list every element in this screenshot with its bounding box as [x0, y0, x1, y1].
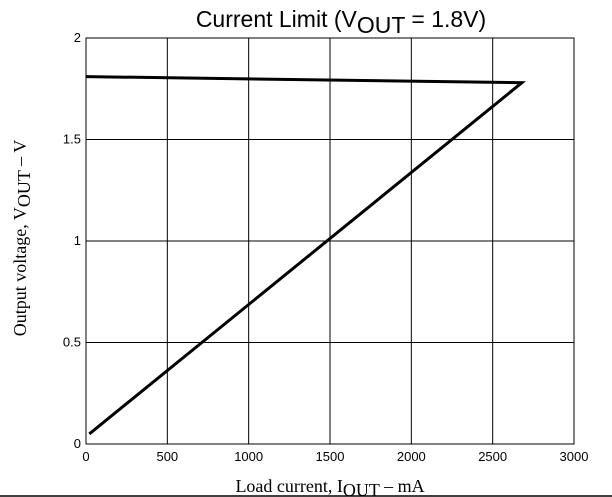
- x-tick-label: 0: [82, 449, 89, 464]
- x-tick-label: 500: [156, 449, 178, 464]
- x-axis-label: Load current, IOUT – mA: [235, 476, 424, 497]
- x-tick-labels: 0 500 1000 1500 2000 2500 3000: [82, 449, 588, 464]
- plot-frame: [85, 37, 575, 445]
- y-tick-label: 0: [74, 436, 81, 451]
- series-line: [85, 75, 527, 436]
- y-tick-label: 1: [74, 233, 81, 248]
- y-tick-label: 2: [74, 30, 81, 45]
- x-tick-label: 1500: [316, 449, 345, 464]
- y-axis-label: Output voltage, VOUT – V: [10, 140, 34, 337]
- x-tick-label: 1000: [234, 449, 263, 464]
- y-tick-label: 0.5: [63, 335, 81, 350]
- y-tick-labels: 0 0.5 1 1.5 2: [63, 30, 81, 451]
- x-tick-label: 2000: [397, 449, 426, 464]
- series-layer: [85, 75, 527, 436]
- chart-title: Current Limit (VOUT = 1.8V): [196, 6, 486, 38]
- y-tick-label: 1.5: [63, 132, 81, 147]
- x-tick-label: 2500: [478, 449, 507, 464]
- x-tick-label: 3000: [560, 449, 589, 464]
